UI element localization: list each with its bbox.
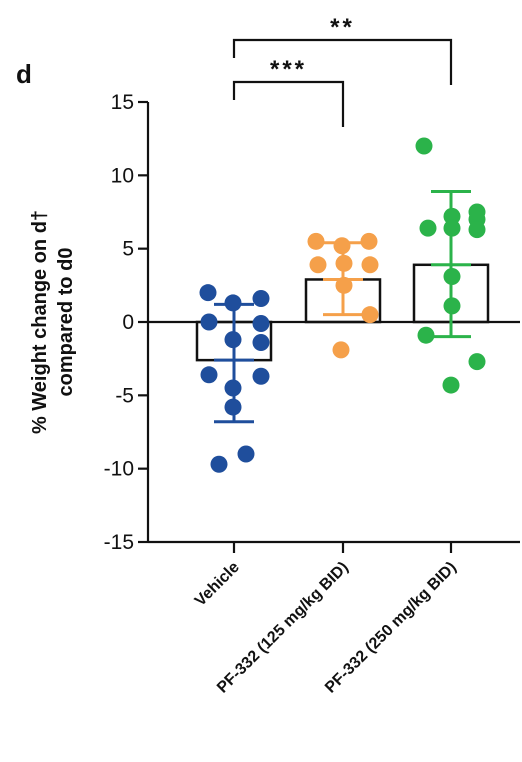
data-point [335, 276, 353, 294]
y-tick-label: 10 [111, 164, 134, 187]
data-point [361, 306, 379, 324]
data-point [309, 256, 327, 274]
y-axis-label: % Weight change on d† compared to d0 [29, 210, 77, 434]
y-tick-label: -15 [104, 531, 134, 554]
y-tick-label: 5 [122, 238, 134, 261]
y-axis-label-line-2: compared to d0 [55, 248, 77, 397]
data-point [419, 219, 437, 237]
data-points [199, 137, 486, 473]
significance-brackets: ***** [232, 14, 453, 127]
data-point [224, 331, 242, 349]
data-point [443, 207, 461, 225]
significance-label-0: *** [270, 56, 307, 83]
data-point [199, 284, 217, 302]
significance-bracket-1 [232, 38, 453, 85]
data-point [252, 314, 270, 332]
data-point [415, 137, 433, 155]
y-tick-label: 0 [122, 311, 134, 334]
data-point [200, 313, 218, 331]
data-point [468, 221, 486, 239]
y-axis: 15 10 5 0 -5 -10 -15 [104, 91, 150, 554]
data-point [443, 297, 461, 315]
data-point [210, 455, 228, 473]
data-point [237, 445, 255, 463]
y-tick-label: -5 [115, 384, 134, 407]
data-point [252, 334, 270, 352]
data-point [224, 398, 242, 416]
data-point [417, 326, 435, 344]
data-point [252, 290, 270, 308]
data-point [200, 366, 218, 384]
data-point [252, 367, 270, 385]
data-point [468, 353, 486, 371]
data-point [442, 376, 460, 394]
panel-label: d [16, 59, 32, 89]
data-point [335, 254, 353, 272]
x-tick-label: Vehicle [192, 559, 243, 610]
data-point [443, 268, 461, 286]
y-tick-label: -10 [104, 458, 134, 481]
data-point [361, 256, 379, 274]
data-point [307, 232, 325, 250]
data-point [468, 203, 486, 221]
significance-bracket-0 [232, 80, 345, 127]
data-point [443, 219, 461, 237]
y-axis-label-line-1: % Weight change on d† [29, 210, 51, 434]
significance-label-1: ** [330, 14, 355, 41]
data-point [224, 294, 242, 312]
data-point [333, 237, 351, 255]
y-tick-label: 15 [111, 91, 134, 114]
data-point [224, 379, 242, 397]
data-point [332, 341, 350, 359]
data-point [360, 232, 378, 250]
